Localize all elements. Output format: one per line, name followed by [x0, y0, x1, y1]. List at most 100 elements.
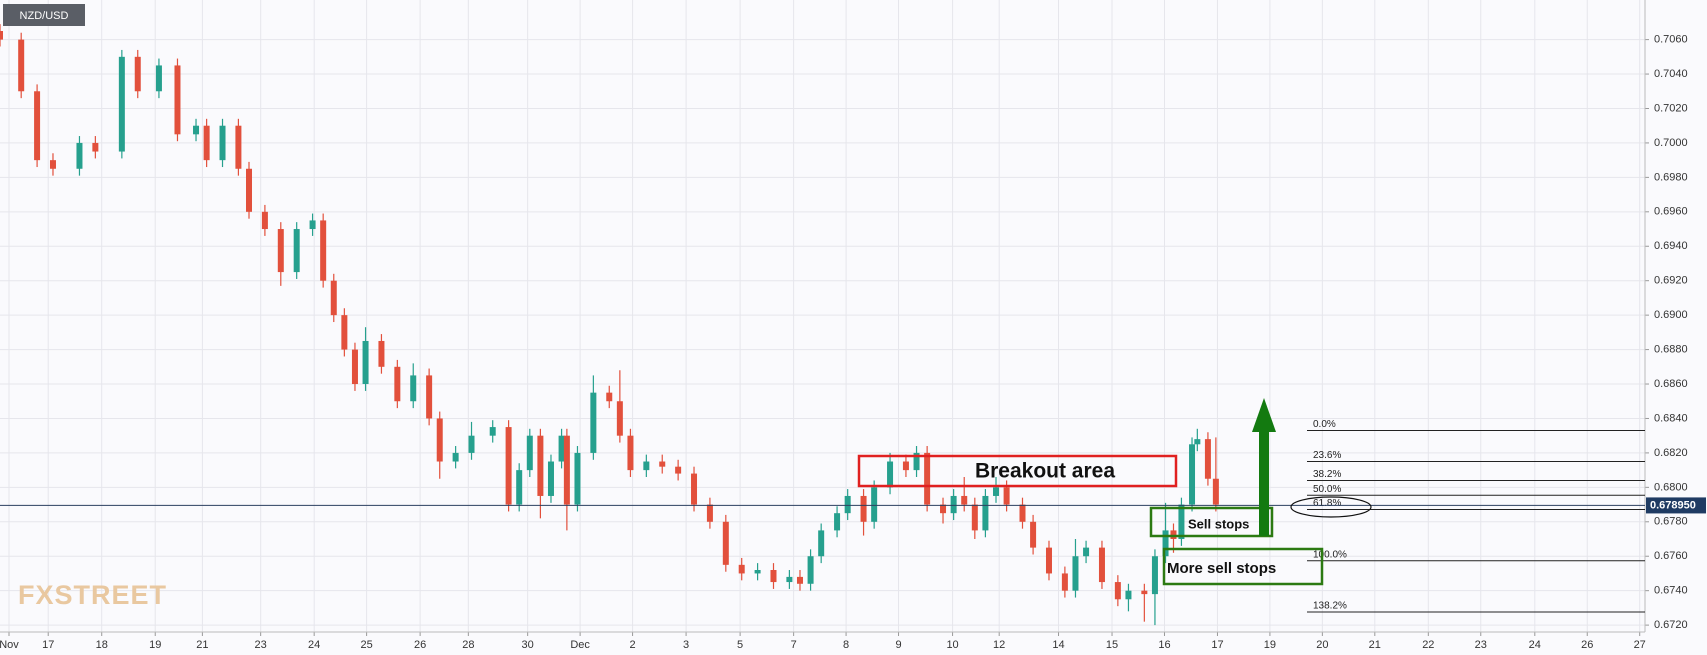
- x-tick-label: 26: [414, 639, 426, 651]
- candle-body: [351, 349, 358, 385]
- candle-body: [971, 504, 978, 531]
- candle-body: [505, 427, 512, 505]
- y-tick-label: 0.6900: [1654, 309, 1688, 321]
- candle-body: [394, 366, 401, 402]
- candle-body: [1162, 530, 1169, 557]
- candle-body: [1098, 547, 1105, 583]
- candle-body: [1204, 439, 1211, 479]
- candle-body: [627, 435, 634, 471]
- y-tick-label: 0.6980: [1654, 171, 1688, 183]
- x-tick-label: 15: [1106, 639, 1118, 651]
- candle-body: [489, 427, 496, 436]
- candle-body: [1003, 487, 1010, 505]
- candle-body: [203, 125, 210, 161]
- x-tick-label: 27: [1634, 639, 1646, 651]
- fib-label: 38.2%: [1313, 469, 1341, 480]
- candle-body: [1072, 556, 1079, 591]
- candle-body: [155, 65, 162, 92]
- candle-body: [436, 418, 443, 462]
- x-tick-label: 18: [96, 639, 108, 651]
- x-tick-label: 21: [1369, 639, 1381, 651]
- x-tick-label: 20: [1316, 639, 1328, 651]
- candle-body: [1170, 530, 1177, 540]
- y-tick-label: 0.6880: [1654, 343, 1688, 355]
- candle-body: [1178, 504, 1185, 540]
- fib-label: 50.0%: [1313, 484, 1341, 495]
- candle-body: [330, 280, 337, 316]
- candle-body: [309, 220, 316, 230]
- y-tick-label: 0.6760: [1654, 550, 1688, 562]
- fib-label: 61.8%: [1313, 498, 1341, 509]
- y-tick-label: 0.6960: [1654, 206, 1688, 218]
- candle-body: [770, 570, 777, 583]
- candle-body: [1114, 582, 1121, 600]
- candle-body: [49, 160, 56, 169]
- x-tick-label: 3: [683, 639, 689, 651]
- candle-body: [913, 452, 920, 471]
- x-tick-label: 16: [1158, 639, 1170, 651]
- x-tick-label: 23: [255, 639, 267, 651]
- candle-body: [834, 513, 841, 531]
- y-tick-label: 0.6940: [1654, 240, 1688, 252]
- breakout-box: [857, 454, 1178, 488]
- x-tick-label: 22: [1422, 639, 1434, 651]
- x-tick-label: 28: [462, 639, 474, 651]
- fib-highlight: [1290, 496, 1372, 518]
- candle-body: [675, 466, 682, 474]
- candle-body: [659, 461, 666, 467]
- watermark: FXSTREET: [18, 580, 167, 610]
- y-tick-label: 0.6920: [1654, 275, 1688, 287]
- y-tick-label: 0.6720: [1654, 619, 1688, 631]
- y-tick-label: 0.6780: [1654, 516, 1688, 528]
- x-tick-label: Nov: [0, 639, 19, 651]
- x-tick-label: 30: [522, 639, 534, 651]
- x-tick-label: 21: [196, 639, 208, 651]
- overlays: 0.0% 23.6% 38.2% 50.0% 61.8% 100.0% 138.2% 0.67…: [0, 419, 1706, 613]
- candle-body: [341, 315, 348, 350]
- more-sell-stops-box: [1162, 547, 1324, 586]
- x-tick-label: 5: [737, 639, 743, 651]
- candle-body: [526, 435, 533, 471]
- x-tick-label: 19: [1264, 639, 1276, 651]
- candle-body: [558, 435, 565, 462]
- candle-body: [691, 473, 698, 505]
- y-tick-label: 0.6820: [1654, 447, 1688, 459]
- candle-body: [818, 530, 825, 557]
- fib-label: 138.2%: [1313, 601, 1347, 612]
- candle-body: [516, 470, 523, 505]
- x-tick-label: 9: [895, 639, 901, 651]
- candle-body: [1030, 521, 1037, 548]
- candle-body: [426, 375, 433, 419]
- y-tick-label: 0.7040: [1654, 68, 1688, 80]
- candle-body: [796, 576, 803, 584]
- x-tick-label: 17: [42, 639, 54, 651]
- arrow-shaft: [1259, 430, 1269, 536]
- x-tick-label: Dec: [570, 639, 590, 651]
- candle-body: [738, 564, 745, 574]
- annotation: More sell stops: [1167, 560, 1276, 577]
- candle-body: [92, 142, 99, 152]
- x-tick-label: 26: [1581, 639, 1593, 651]
- x-tick-label: 23: [1475, 639, 1487, 651]
- candle-body: [18, 39, 25, 92]
- candle-body: [1125, 590, 1132, 600]
- candle-body: [1019, 504, 1026, 522]
- y-tick-label: 0.7060: [1654, 34, 1688, 46]
- candle-body: [118, 56, 125, 152]
- last-price-label: 0.678950: [1650, 499, 1696, 511]
- candle-body: [1212, 478, 1219, 505]
- annotation: Sell stops: [1188, 516, 1249, 531]
- candle-body: [982, 495, 989, 531]
- candle-body: [1151, 556, 1158, 595]
- candle-body: [902, 461, 909, 471]
- x-tick-label: 7: [791, 639, 797, 651]
- x-tick-label: 24: [1529, 639, 1541, 651]
- x-tick-label: 14: [1052, 639, 1064, 651]
- candle-body: [1194, 439, 1201, 445]
- candle-body: [950, 495, 957, 514]
- candle-body: [362, 340, 369, 385]
- candle-body: [706, 504, 713, 522]
- candle-body: [616, 401, 623, 436]
- candle-body: [452, 452, 459, 462]
